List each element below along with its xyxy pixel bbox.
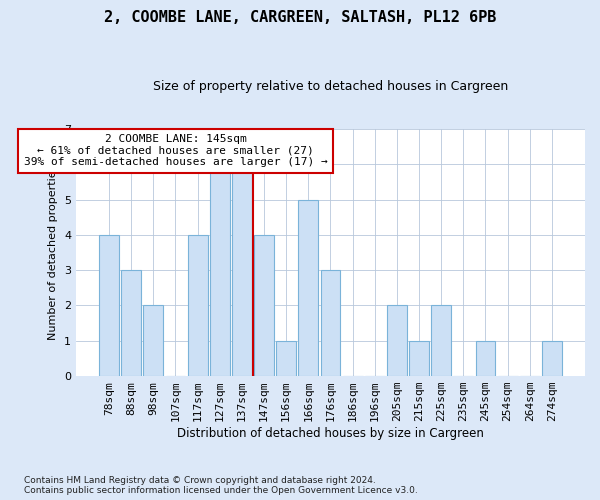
Title: Size of property relative to detached houses in Cargreen: Size of property relative to detached ho… (153, 80, 508, 93)
Text: Contains HM Land Registry data © Crown copyright and database right 2024.
Contai: Contains HM Land Registry data © Crown c… (24, 476, 418, 495)
Bar (298, 200, 319, 376)
Bar (387, 306, 407, 376)
Bar (476, 341, 496, 376)
Bar (210, 164, 230, 376)
Bar (99, 235, 119, 376)
Bar (320, 270, 340, 376)
Bar (121, 270, 141, 376)
Bar (431, 306, 451, 376)
Bar (542, 341, 562, 376)
X-axis label: Distribution of detached houses by size in Cargreen: Distribution of detached houses by size … (177, 427, 484, 440)
Text: 2, COOMBE LANE, CARGREEN, SALTASH, PL12 6PB: 2, COOMBE LANE, CARGREEN, SALTASH, PL12 … (104, 10, 496, 25)
Y-axis label: Number of detached properties: Number of detached properties (49, 165, 58, 340)
Bar (188, 235, 208, 376)
Bar (143, 306, 163, 376)
Bar (232, 164, 252, 376)
Bar (276, 341, 296, 376)
Bar (254, 235, 274, 376)
Bar (409, 341, 429, 376)
Text: 2 COOMBE LANE: 145sqm
← 61% of detached houses are smaller (27)
39% of semi-deta: 2 COOMBE LANE: 145sqm ← 61% of detached … (23, 134, 328, 168)
